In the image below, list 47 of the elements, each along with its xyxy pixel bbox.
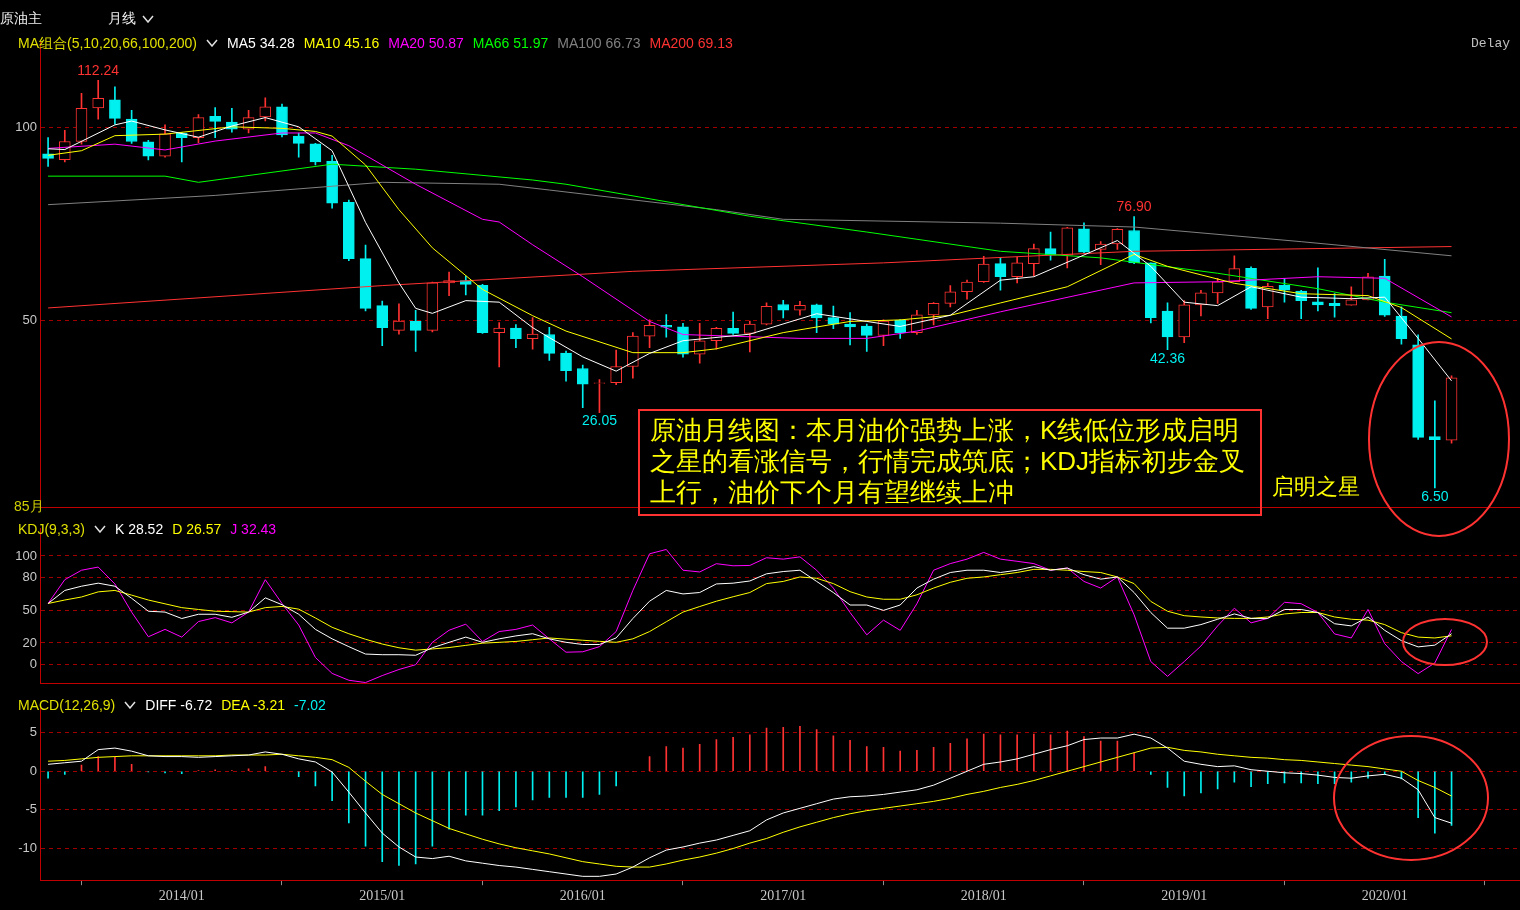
y-tick-label: 20 <box>22 634 37 650</box>
y-tick-label: 50 <box>22 601 37 617</box>
legend-title: KDJ(9,3,3) <box>18 521 85 537</box>
annotation: 原油月线图：本月油价强势上涨，K线低位形成启明之星的看涨信号，行情完成筑底；KDJ指标初步金叉上行，油价下个月有望继续上冲 <box>650 415 1247 508</box>
annotation: 6.50 <box>1421 487 1449 504</box>
y-tick-label: 100 <box>15 547 37 563</box>
y-tick-label: 50 <box>22 311 37 327</box>
legend-title: MACD(12,26,9) <box>18 697 116 713</box>
annotation: 85月 <box>14 498 44 516</box>
chart-title: 原油主 <box>0 10 42 28</box>
text: DIFF -6.72 <box>145 697 213 713</box>
legend-title: MA组合(5,10,20,66,100,200) <box>18 35 197 51</box>
text: MA10 45.16 <box>303 35 380 51</box>
annotation: Delay <box>1470 36 1510 51</box>
y-tick-label: 80 <box>22 569 37 585</box>
candlestick <box>1312 267 1324 312</box>
annotation: 42.36 <box>1149 349 1186 366</box>
text: MA5 34.28 <box>227 35 295 51</box>
x-tick-label: 2016/01 <box>559 888 606 904</box>
y-tick-label: -5 <box>25 801 37 817</box>
text: K 28.52 <box>114 521 164 537</box>
x-tick-label: 2019/01 <box>1161 888 1208 904</box>
text: MA66 51.97 <box>472 35 549 51</box>
y-tick-label: 0 <box>29 762 37 778</box>
text: MA20 50.87 <box>388 35 464 51</box>
y-tick-label: 0 <box>29 656 37 672</box>
text: -7.02 <box>294 697 326 713</box>
x-tick-label: 2015/01 <box>359 888 406 904</box>
text: DEA -3.21 <box>221 697 285 713</box>
y-tick-label: 100 <box>15 119 37 135</box>
annotation: 26.05 <box>581 412 618 429</box>
annotation: 启明之星 <box>1272 473 1360 501</box>
x-tick-label: 2018/01 <box>960 888 1007 904</box>
x-tick-label: 2020/01 <box>1361 888 1408 904</box>
annotation: 76.90 <box>1116 198 1152 215</box>
y-tick-label: -10 <box>18 840 37 856</box>
text: J 32.43 <box>230 521 277 537</box>
x-tick-label: 2017/01 <box>760 888 807 904</box>
chart-subtitle: 月线 <box>108 10 136 28</box>
text: D 26.57 <box>172 521 222 537</box>
y-tick-label: 5 <box>29 724 37 740</box>
text: MA100 66.73 <box>557 35 641 51</box>
x-tick-label: 2014/01 <box>158 888 205 904</box>
annotation: 112.24 <box>77 62 120 79</box>
text: MA200 69.13 <box>649 35 733 51</box>
candlestick <box>1429 400 1441 489</box>
candlestick <box>493 322 506 368</box>
